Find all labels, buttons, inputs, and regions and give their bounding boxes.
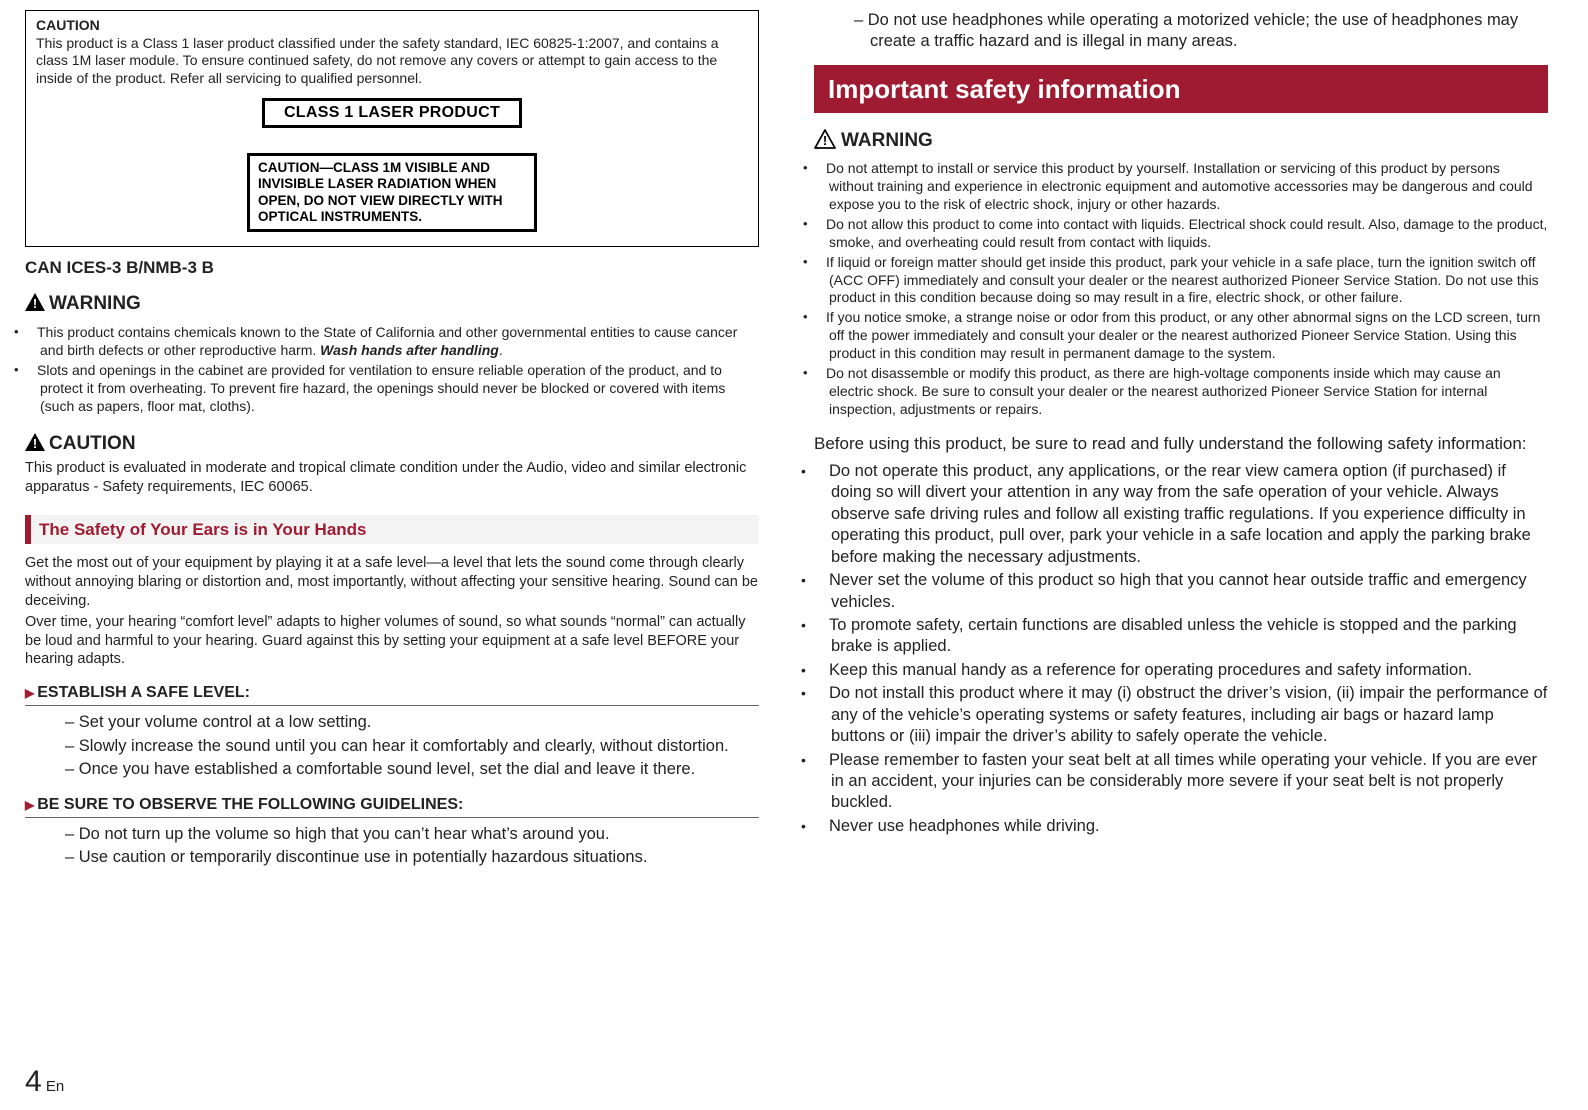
triangle-marker-icon: ▶: [25, 798, 34, 812]
safety-warning-list: Do not attempt to install or service thi…: [814, 160, 1548, 419]
warning-icon: !: [25, 293, 45, 318]
caution-laser-box: CAUTION This product is a Class 1 laser …: [25, 10, 759, 247]
triangle-marker-icon: ▶: [25, 686, 34, 700]
ears-section-title: The Safety of Your Ears is in Your Hands: [25, 515, 759, 544]
important-safety-banner: Important safety information: [814, 65, 1548, 114]
list-item: Do not allow this product to come into c…: [817, 216, 1548, 252]
observe-guidelines-list: Do not turn up the volume so high that y…: [25, 824, 759, 869]
warning-heading-1: ! WARNING: [25, 292, 759, 318]
left-column: CAUTION This product is a Class 1 laser …: [25, 10, 759, 870]
svg-text:!: !: [33, 296, 37, 311]
caution-title: CAUTION: [36, 17, 748, 35]
list-item: Do not attempt to install or service thi…: [817, 160, 1548, 214]
class1-laser-label: CLASS 1 LASER PRODUCT: [262, 98, 522, 128]
warning-heading-2: ! WARNING: [814, 129, 1548, 156]
list-item: Once you have established a comfortable …: [65, 759, 759, 780]
ears-paragraph-2: Over time, your hearing “comfort level” …: [25, 613, 759, 670]
warning-list-1: This product contains chemicals known to…: [25, 324, 759, 416]
ears-paragraph-1: Get the most out of your equipment by pl…: [25, 554, 759, 611]
warning-outline-icon: !: [814, 129, 836, 156]
warning-icon: !: [25, 433, 45, 458]
caution-title-text: CAUTION: [49, 433, 136, 454]
two-column-layout: CAUTION This product is a Class 1 laser …: [25, 10, 1548, 870]
list-item: Please remember to fasten your seat belt…: [817, 750, 1548, 814]
before-using-intro: Before using this product, be sure to re…: [814, 433, 1548, 455]
warning-item: Slots and openings in the cabinet are pr…: [28, 362, 759, 416]
list-item: If you notice smoke, a strange noise or …: [817, 309, 1548, 363]
list-item: Keep this manual handy as a reference fo…: [817, 660, 1548, 681]
establish-level-heading: ▶ESTABLISH A SAFE LEVEL:: [25, 683, 759, 706]
caution-body-2: This product is evaluated in moderate an…: [25, 459, 759, 497]
list-item: To promote safety, certain functions are…: [817, 615, 1548, 658]
list-item: Do not install this product where it may…: [817, 683, 1548, 747]
establish-level-list: Set your volume control at a low setting…: [25, 712, 759, 780]
warning-title-text: WARNING: [841, 130, 933, 151]
svg-text:!: !: [823, 133, 827, 148]
page-footer: 4 En: [25, 1063, 64, 1101]
list-item: Use caution or temporarily discontinue u…: [65, 847, 759, 868]
svg-text:!: !: [33, 436, 37, 451]
class1-laser-text: CLASS 1 LASER PRODUCT: [265, 101, 519, 125]
caution-heading-2: ! CAUTION: [25, 432, 759, 458]
page-lang: En: [46, 1078, 64, 1095]
list-item: Do not turn up the volume so high that y…: [65, 824, 759, 845]
observe-guidelines-continued: Do not use headphones while operating a …: [814, 10, 1548, 53]
list-item: Slowly increase the sound until you can …: [65, 736, 759, 757]
warning-title-text: WARNING: [49, 293, 141, 314]
class1m-caution-text: CAUTION—CLASS 1M VISIBLE AND INVISIBLE L…: [250, 156, 534, 229]
before-using-list: Do not operate this product, any applica…: [814, 461, 1548, 837]
can-ices-line: CAN ICES-3 B/NMB-3 B: [25, 257, 759, 278]
list-item: Do not disassemble or modify this produc…: [817, 365, 1548, 419]
page-number: 4: [25, 1065, 42, 1098]
observe-guidelines-heading: ▶BE SURE TO OBSERVE THE FOLLOWING GUIDEL…: [25, 795, 759, 818]
caution-body: This product is a Class 1 laser product …: [36, 35, 748, 89]
list-item: Set your volume control at a low setting…: [65, 712, 759, 733]
right-column: Do not use headphones while operating a …: [814, 10, 1548, 870]
wash-hands-emphasis: Wash hands after handling: [320, 342, 499, 358]
warning-item: This product contains chemicals known to…: [28, 324, 759, 360]
class1m-caution-label: CAUTION—CLASS 1M VISIBLE AND INVISIBLE L…: [247, 153, 537, 232]
list-item: Never use headphones while driving.: [817, 816, 1548, 837]
list-item: Do not operate this product, any applica…: [817, 461, 1548, 568]
list-item: Never set the volume of this product so …: [817, 570, 1548, 613]
list-item: If liquid or foreign matter should get i…: [817, 254, 1548, 308]
list-item: Do not use headphones while operating a …: [854, 10, 1548, 53]
